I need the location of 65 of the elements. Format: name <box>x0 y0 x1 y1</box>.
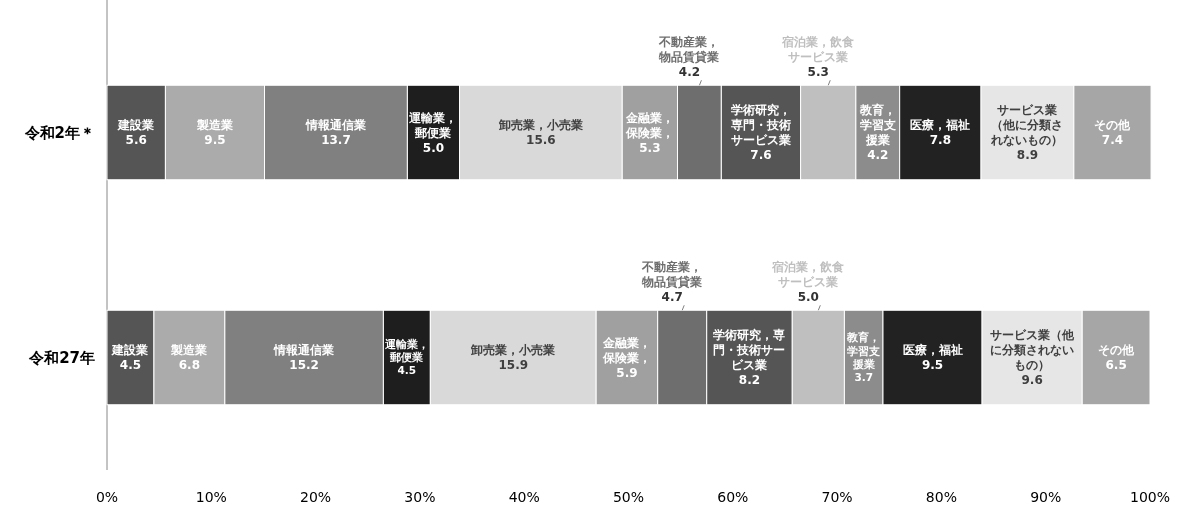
data-label: 13.7 <box>321 133 351 148</box>
series-label: サービス業（他に分類されないもの） <box>990 328 1076 373</box>
text: 卸売業，小売業 <box>498 118 583 133</box>
text: 製造業 <box>196 118 233 133</box>
x-tick-label: 30% <box>404 489 436 505</box>
x-tick-label: 10% <box>195 489 227 505</box>
text: 情報通信業 <box>305 118 366 133</box>
x-tick-label: 0% <box>95 489 119 505</box>
y-tick-label: 令和2年＊ <box>23 123 95 142</box>
data-label: 8.9 <box>1016 148 1039 163</box>
series-label: 建設業 <box>111 343 149 358</box>
text: 建設業 <box>118 118 155 133</box>
text: 医療，福祉 <box>902 343 963 358</box>
text: 宿泊業，飲食サービス業 <box>772 260 845 290</box>
text: 学術研究，専門・技術サービス業 <box>730 103 791 148</box>
data-label: 5.0 <box>797 290 819 305</box>
data-label: 7.8 <box>929 133 951 148</box>
x-tick-label: 80% <box>925 489 957 505</box>
y-tick-label: 令和27年 <box>28 348 95 367</box>
data-label: 9.5 <box>204 133 226 148</box>
series-label: 学術研究，専門・技術サービス業 <box>713 328 786 373</box>
text: 金融業，保険業， <box>602 335 651 365</box>
series-label: 宿泊業，飲食サービス業 <box>781 35 855 65</box>
data-label: 5.9 <box>616 365 638 380</box>
data-label: 5.3 <box>639 140 661 155</box>
data-label: 4.2 <box>867 148 889 163</box>
data-label: 15.6 <box>526 133 556 148</box>
x-tick-label: 90% <box>1030 489 1062 505</box>
x-tick-label: 70% <box>821 489 853 505</box>
x-tick-label: 20% <box>300 489 332 505</box>
data-label: 8.2 <box>738 373 761 388</box>
series-label: その他 <box>1098 343 1136 358</box>
data-label: 15.9 <box>498 358 529 373</box>
series-label: 医療，福祉 <box>910 118 971 133</box>
text: 運輸業，郵便業 <box>409 110 458 140</box>
x-tick-label: 60% <box>717 489 749 505</box>
data-label: 4.5 <box>119 358 142 373</box>
data-label: 7.4 <box>1101 133 1124 148</box>
data-label: 9.5 <box>921 358 944 373</box>
series-label: 卸売業，小売業 <box>470 343 556 358</box>
x-tick-label: 40% <box>508 489 540 505</box>
data-label: 5.0 <box>422 140 445 155</box>
series-label: 教育，学習支援業 <box>846 331 881 370</box>
series-label: 不動産業，物品賃貸業 <box>658 35 720 65</box>
data-label: 5.3 <box>807 65 829 80</box>
text: その他 <box>1094 118 1131 133</box>
series-label: 情報通信業 <box>273 343 335 358</box>
data-label: 4.5 <box>397 364 417 377</box>
series-label: 運輸業，郵便業 <box>383 338 429 364</box>
text: 不動産業，物品賃貸業 <box>642 260 703 290</box>
series-label: 金融業，保険業， <box>624 110 674 140</box>
data-label: 3.7 <box>854 370 873 383</box>
x-tick-label: 100% <box>1129 489 1171 505</box>
data-label: 6.5 <box>1105 358 1127 373</box>
data-label: 7.6 <box>750 148 772 163</box>
data-label: 4.7 <box>661 290 683 305</box>
text: サービス業（他に分類されないもの） <box>991 103 1064 148</box>
series-label: 製造業 <box>170 343 208 358</box>
text: 教育，学習支援業 <box>859 103 896 148</box>
data-label: 9.6 <box>1021 373 1043 388</box>
data-label: 6.8 <box>178 358 201 373</box>
x-tick-label: 50% <box>612 489 645 505</box>
data-label: 15.2 <box>289 358 319 373</box>
data-label: 5.6 <box>125 133 147 148</box>
data-label: 4.2 <box>678 65 701 80</box>
